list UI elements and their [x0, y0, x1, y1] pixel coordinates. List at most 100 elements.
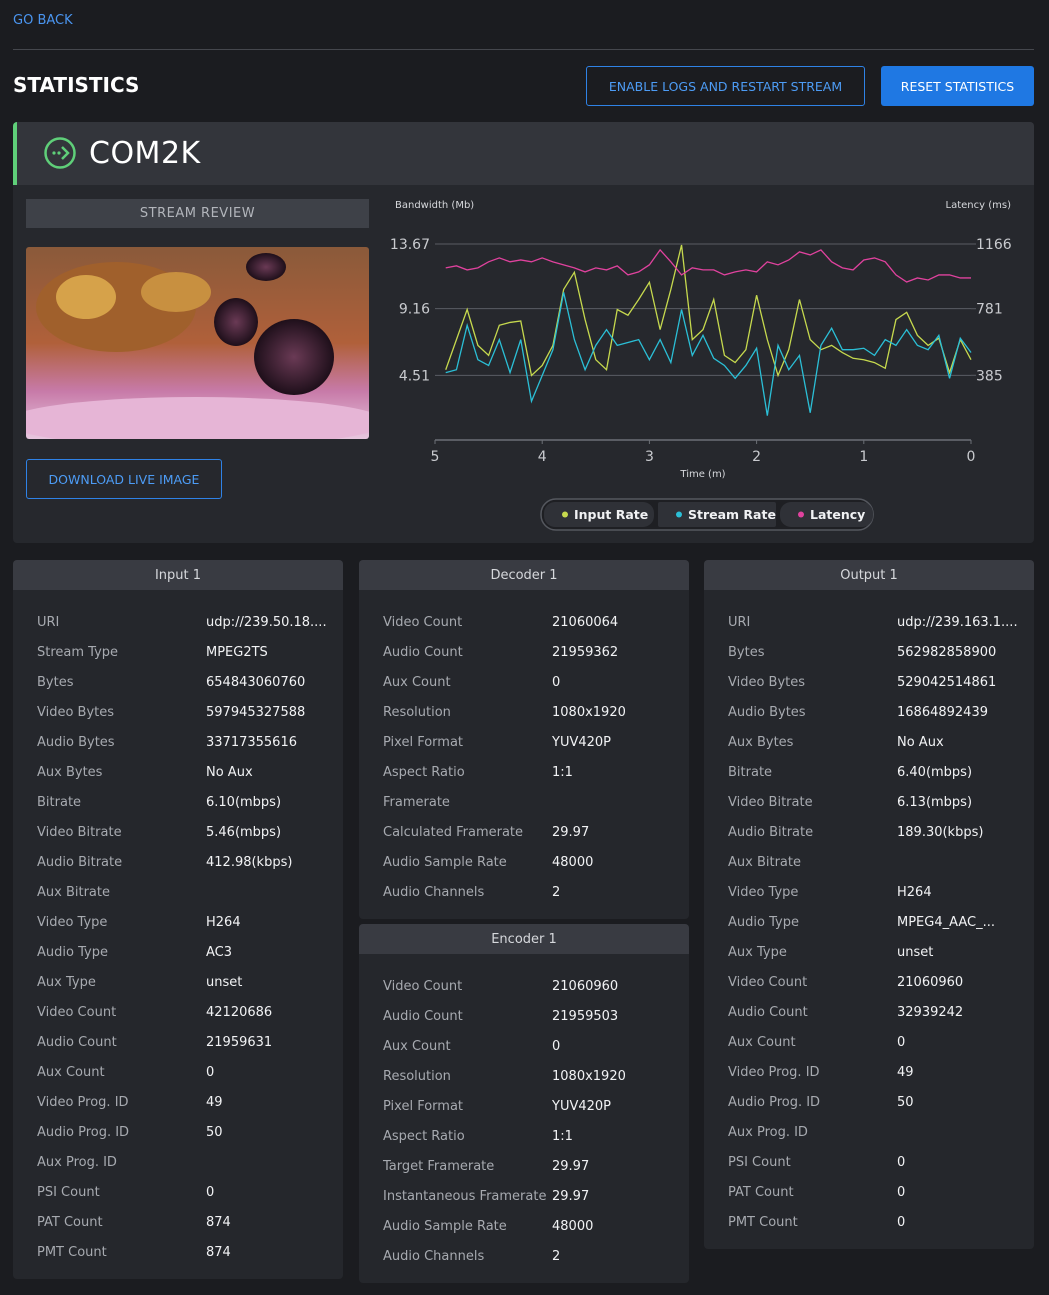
stat-label: Bytes [728, 644, 765, 660]
stat-value: 6.40(mbps) [897, 764, 973, 780]
stat-label: Video Bitrate [728, 794, 813, 810]
stat-label: Pixel Format [383, 1098, 464, 1114]
stat-label: Audio Count [728, 1004, 808, 1020]
stat-row: Video Count 21060960 [704, 967, 1034, 997]
stat-value: No Aux [897, 734, 944, 750]
download-live-image-button[interactable]: DOWNLOAD LIVE IMAGE [26, 459, 222, 499]
go-back-link[interactable]: GO BACK [13, 13, 73, 28]
legend-label: Input Rate [574, 507, 648, 522]
page-title: STATISTICS [13, 73, 140, 97]
stat-row: Bytes 562982858900 [704, 637, 1034, 667]
stat-label: Resolution [383, 704, 451, 720]
stat-row: PSI Count 0 [13, 1177, 343, 1207]
stat-label: Audio Count [383, 1008, 463, 1024]
stat-row: PMT Count 0 [704, 1207, 1034, 1237]
live-image [26, 247, 369, 439]
stat-row: Aux Type unset [13, 967, 343, 997]
stat-label: Aux Prog. ID [728, 1124, 808, 1140]
y2-tick-label: 1166 [976, 237, 1012, 253]
stat-row: Calculated Framerate 29.97 [359, 817, 689, 847]
stat-row: Aux Count 0 [359, 1031, 689, 1061]
stat-label: Audio Bitrate [37, 854, 123, 870]
stat-row: Aux Bitrate [13, 877, 343, 907]
stat-label: Video Bytes [728, 674, 806, 690]
stat-label: Video Prog. ID [37, 1094, 129, 1110]
stat-row: Audio Count 21959362 [359, 637, 689, 667]
stat-row: Audio Bytes 33717355616 [13, 727, 343, 757]
stat-row: Audio Count 32939242 [704, 997, 1034, 1027]
stat-row: Framerate [359, 787, 689, 817]
stat-value: 29.97 [552, 824, 590, 840]
stat-row: PSI Count 0 [704, 1147, 1034, 1177]
stat-row: Video Type H264 [704, 877, 1034, 907]
panel-body: Video Count 21060960 Audio Count 21959503 Au… [359, 954, 689, 1283]
stat-label: Bitrate [37, 794, 82, 810]
stat-row: Video Prog. ID 49 [13, 1087, 343, 1117]
stat-label: Video Count [383, 978, 463, 994]
stat-row: Aux Bitrate [704, 847, 1034, 877]
stat-value: 5.46(mbps) [206, 824, 282, 840]
stat-label: Audio Bytes [37, 734, 115, 750]
stat-row: Video Count 21060064 [359, 607, 689, 637]
stat-row: Video Bitrate 5.46(mbps) [13, 817, 343, 847]
stat-value: 2 [552, 1248, 561, 1264]
reset-statistics-button[interactable]: RESET STATISTICS [881, 66, 1034, 106]
legend-item[interactable]: Input Rate [544, 502, 654, 527]
stream-name: COM2K [89, 136, 201, 171]
stat-label: Audio Count [37, 1034, 117, 1050]
stat-value: 21060960 [552, 978, 619, 994]
stat-row: Aux Count 0 [359, 667, 689, 697]
stat-row: Resolution 1080x1920 [359, 1061, 689, 1091]
stat-value: 21959503 [552, 1008, 619, 1024]
stat-label: Audio Count [383, 644, 463, 660]
stat-value: 189.30(kbps) [897, 824, 984, 840]
stat-row: Bitrate 6.40(mbps) [704, 757, 1034, 787]
stat-value: 49 [206, 1094, 223, 1110]
stat-value: AC3 [206, 944, 233, 960]
stat-label: URI [728, 614, 751, 630]
stat-value: 2 [552, 884, 561, 900]
stat-row: URI udp://239.50.18.... [13, 607, 343, 637]
y2-tick-label: 781 [976, 302, 1003, 318]
enable-logs-button[interactable]: ENABLE LOGS AND RESTART STREAM [586, 66, 865, 106]
stat-label: Video Type [728, 884, 799, 900]
stat-value: 29.97 [552, 1188, 590, 1204]
stream-icon [44, 137, 76, 169]
panel-title: Decoder 1 [359, 560, 689, 590]
stat-value: 654843060760 [206, 674, 306, 690]
bandwidth-chart: Bandwidth (Mb) Latency (ms) Time (m) 4.5… [390, 200, 1012, 531]
stat-label: PMT Count [37, 1244, 107, 1260]
stat-value: H264 [897, 884, 932, 900]
legend-label: Stream Rate [688, 507, 776, 522]
stat-row: Audio Count 21959503 [359, 1001, 689, 1031]
series-line [445, 244, 972, 378]
stat-row: Aux Count 0 [704, 1027, 1034, 1057]
stat-value: 16864892439 [897, 704, 988, 720]
stat-label: Video Count [728, 974, 808, 990]
stat-row: Pixel Format YUV420P [359, 727, 689, 757]
stat-value: udp://239.163.1.... [897, 614, 1018, 630]
stat-row: Audio Type MPEG4_AAC_... [704, 907, 1034, 937]
stat-value: 0 [552, 1038, 561, 1054]
stat-label: Aux Count [728, 1034, 796, 1050]
legend-swatch [562, 511, 568, 518]
stat-label: Video Type [37, 914, 108, 930]
stat-value: 21959362 [552, 644, 619, 660]
stat-label: Stream Type [37, 644, 119, 660]
stat-label: Aux Bitrate [37, 884, 110, 900]
stat-value: 49 [897, 1064, 914, 1080]
stat-value: 1:1 [552, 764, 573, 780]
legend-item[interactable]: Latency [780, 502, 873, 527]
stat-row: Video Prog. ID 49 [704, 1057, 1034, 1087]
stat-row: Audio Sample Rate 48000 [359, 847, 689, 877]
stat-value: MPEG4_AAC_... [897, 914, 996, 930]
stat-row: Audio Bitrate 189.30(kbps) [704, 817, 1034, 847]
stat-value: YUV420P [552, 734, 612, 750]
stat-label: Audio Channels [383, 1248, 485, 1264]
y-tick-label: 13.67 [390, 237, 430, 253]
stat-value: 50 [897, 1094, 914, 1110]
stat-value: 33717355616 [206, 734, 297, 750]
legend-item[interactable]: Stream Rate [658, 502, 776, 527]
stat-row: Video Count 42120686 [13, 997, 343, 1027]
x-tick-label: 4 [538, 449, 547, 465]
